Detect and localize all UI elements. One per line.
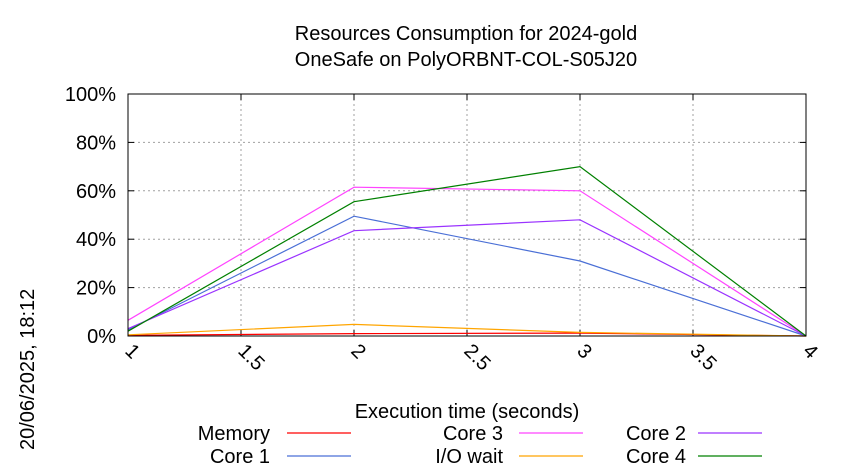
- y-tick-label: 80%: [76, 132, 116, 154]
- x-tick-label: 2.5: [459, 340, 494, 375]
- x-tick-label: 1.5: [233, 340, 268, 375]
- x-tick-label: 2: [346, 340, 369, 363]
- y-tick-label: 60%: [76, 181, 116, 203]
- x-axis-label: Execution time (seconds): [355, 401, 580, 423]
- legend-label-core-1: Core 1: [210, 446, 270, 468]
- y-tick-label: 100%: [65, 84, 116, 106]
- series-line-core-1: [127, 215, 807, 337]
- chart-subtitle: OneSafe on PolyORBNT-COL-S05J20: [295, 49, 637, 71]
- plot-series: [127, 165, 807, 337]
- legend-label-core-4: Core 4: [626, 446, 686, 468]
- plot-frame: [127, 93, 807, 337]
- series-line-core-4: [127, 165, 807, 337]
- y-tick-label: 20%: [76, 278, 116, 300]
- legend-label-core-2: Core 2: [626, 423, 686, 445]
- x-tick-label: 1: [120, 340, 143, 363]
- legend-label-i-o-wait: I/O wait: [435, 446, 503, 468]
- axis-ticks: 0% 20% 40% 60% 80% 100% 1 1.5 2 2.5 3 3.5 4: [65, 84, 822, 375]
- series-line-core-3: [127, 186, 807, 337]
- chart-title: Resources Consumption for 2024-gold: [295, 23, 637, 45]
- x-tick-label: 3.5: [685, 340, 720, 375]
- legend-label-core-3: Core 3: [443, 423, 503, 445]
- timestamp-label: 20/06/2025, 18:12: [17, 289, 39, 450]
- series-line-i-o-wait: [127, 323, 807, 337]
- y-tick-label: 40%: [76, 229, 116, 251]
- series-line-core-2: [127, 219, 807, 337]
- legend-label-memory: Memory: [198, 423, 270, 445]
- grid: [128, 94, 806, 336]
- x-tick-label: 4: [798, 340, 821, 363]
- y-tick-label: 0%: [87, 326, 116, 348]
- x-tick-label: 3: [572, 340, 595, 363]
